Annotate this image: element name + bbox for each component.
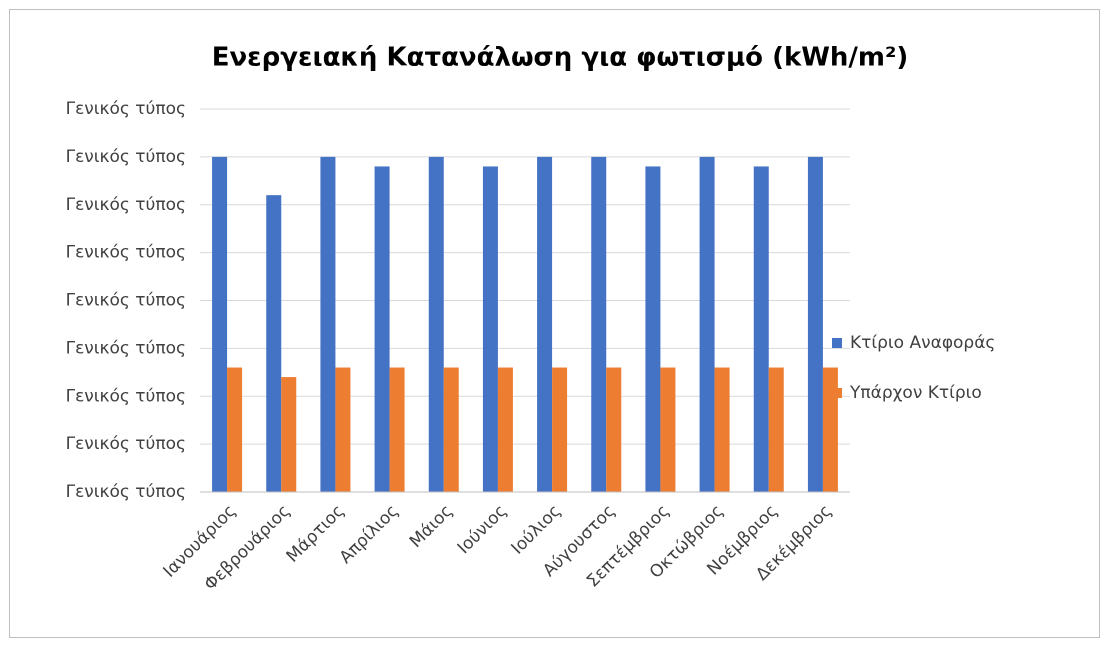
bar [807,156,823,492]
bar [374,166,390,492]
y-tick-label: Γενικός τύπος [66,386,186,406]
y-tick-label: Γενικός τύπος [66,434,186,454]
legend-swatch [832,338,842,348]
legend-swatch [832,388,842,398]
y-tick-label: Γενικός τύπος [66,338,186,358]
chart-border [9,9,1100,638]
bar [537,156,553,492]
bar [552,367,568,492]
bar [497,367,513,492]
legend-label: Υπάρχον Κτίριο [849,383,982,403]
bar [645,166,661,492]
bar [591,156,607,492]
bar [768,367,784,492]
bar [443,367,459,492]
y-tick-label: Γενικός τύπος [66,147,186,167]
y-tick-label: Γενικός τύπος [66,99,186,119]
bar [320,156,336,492]
bar [482,166,498,492]
bar [660,367,676,492]
y-tick-label: Γενικός τύπος [66,243,186,263]
bar [428,156,444,492]
bar [266,195,282,493]
bar [335,367,351,492]
chart-title: Ενεργειακή Κατανάλωση για φωτισμό (kWh/m… [212,43,909,73]
legend-label: Κτίριο Αναφοράς [850,333,995,353]
y-tick-label: Γενικός τύπος [66,291,186,311]
y-tick-label: Γενικός τύπος [66,195,186,215]
bar [714,367,730,492]
bar [212,156,228,492]
y-tick-label: Γενικός τύπος [66,482,186,502]
bar [753,166,769,492]
bar [822,367,838,492]
bar [389,367,405,492]
bar [699,156,715,492]
bar [281,377,297,492]
bar [606,367,622,492]
bar [227,367,243,492]
